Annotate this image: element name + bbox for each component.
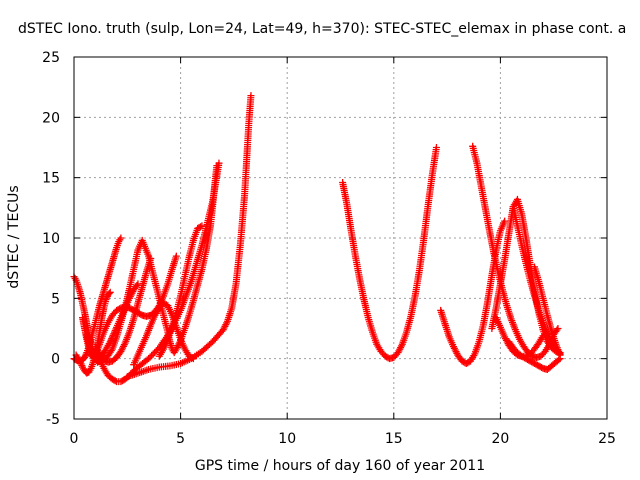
data-point [149,350,157,358]
x-tick-label: 15 [385,431,403,447]
data-point [152,347,160,355]
data-point [148,352,156,360]
data-point [172,252,180,260]
data-point [556,351,564,359]
data-point [555,356,563,364]
data-point [77,360,85,368]
y-tick-label: 15 [42,171,60,187]
data-point [501,217,509,225]
data-point [196,223,204,231]
data-point [151,348,159,356]
data-point [117,234,125,242]
data-point [432,144,440,151]
data-point [133,281,141,289]
x-tick-label: 20 [491,431,509,447]
data-point [76,358,84,366]
series-11 [339,144,440,363]
data-point [198,222,206,230]
data-point [247,92,255,100]
data-point [107,347,115,355]
x-axis-label: GPS time / hours of day 160 of year 2011 [195,458,485,474]
data-point [102,296,110,304]
y-axis-label: dSTEC / TECUs [6,185,22,288]
x-tick-label: 5 [176,431,185,447]
y-tick-label: -5 [46,412,60,428]
data-point [81,352,89,360]
data-point [87,347,95,355]
chart-title: dSTEC Iono. truth (sulp, Lon=24, Lat=49,… [18,21,626,37]
y-tick-label: 10 [42,231,60,247]
data-point [107,336,115,344]
data-points [70,92,564,386]
data-point [554,325,562,332]
data-point [111,377,119,385]
y-tick-label: 25 [42,50,60,66]
data-point [105,290,113,298]
y-tick-label: 20 [42,110,60,126]
y-tick-label: 5 [51,291,60,307]
series-18 [531,263,564,359]
data-point [106,288,114,296]
data-point [106,338,114,346]
series-17 [505,338,564,374]
x-tick-label: 10 [278,431,296,447]
data-point [103,294,111,302]
y-tick-label: 0 [51,352,60,368]
x-tick-label: 25 [598,431,616,447]
data-point [189,355,197,363]
data-point [88,349,96,357]
data-point [146,353,154,361]
data-point [145,355,153,363]
grid [74,57,607,419]
data-point [553,326,561,334]
data-point [188,354,196,362]
series-8 [123,92,255,381]
x-tick-label: 0 [70,431,79,447]
data-point [81,353,89,361]
data-point [213,162,221,170]
plot-frame [73,56,608,420]
data-point [539,332,547,340]
data-point [82,350,90,358]
axis-tick-labels: 0 5 10 15 20 25 -5 0 5 10 15 20 25 [42,50,616,447]
series-10 [155,222,206,360]
